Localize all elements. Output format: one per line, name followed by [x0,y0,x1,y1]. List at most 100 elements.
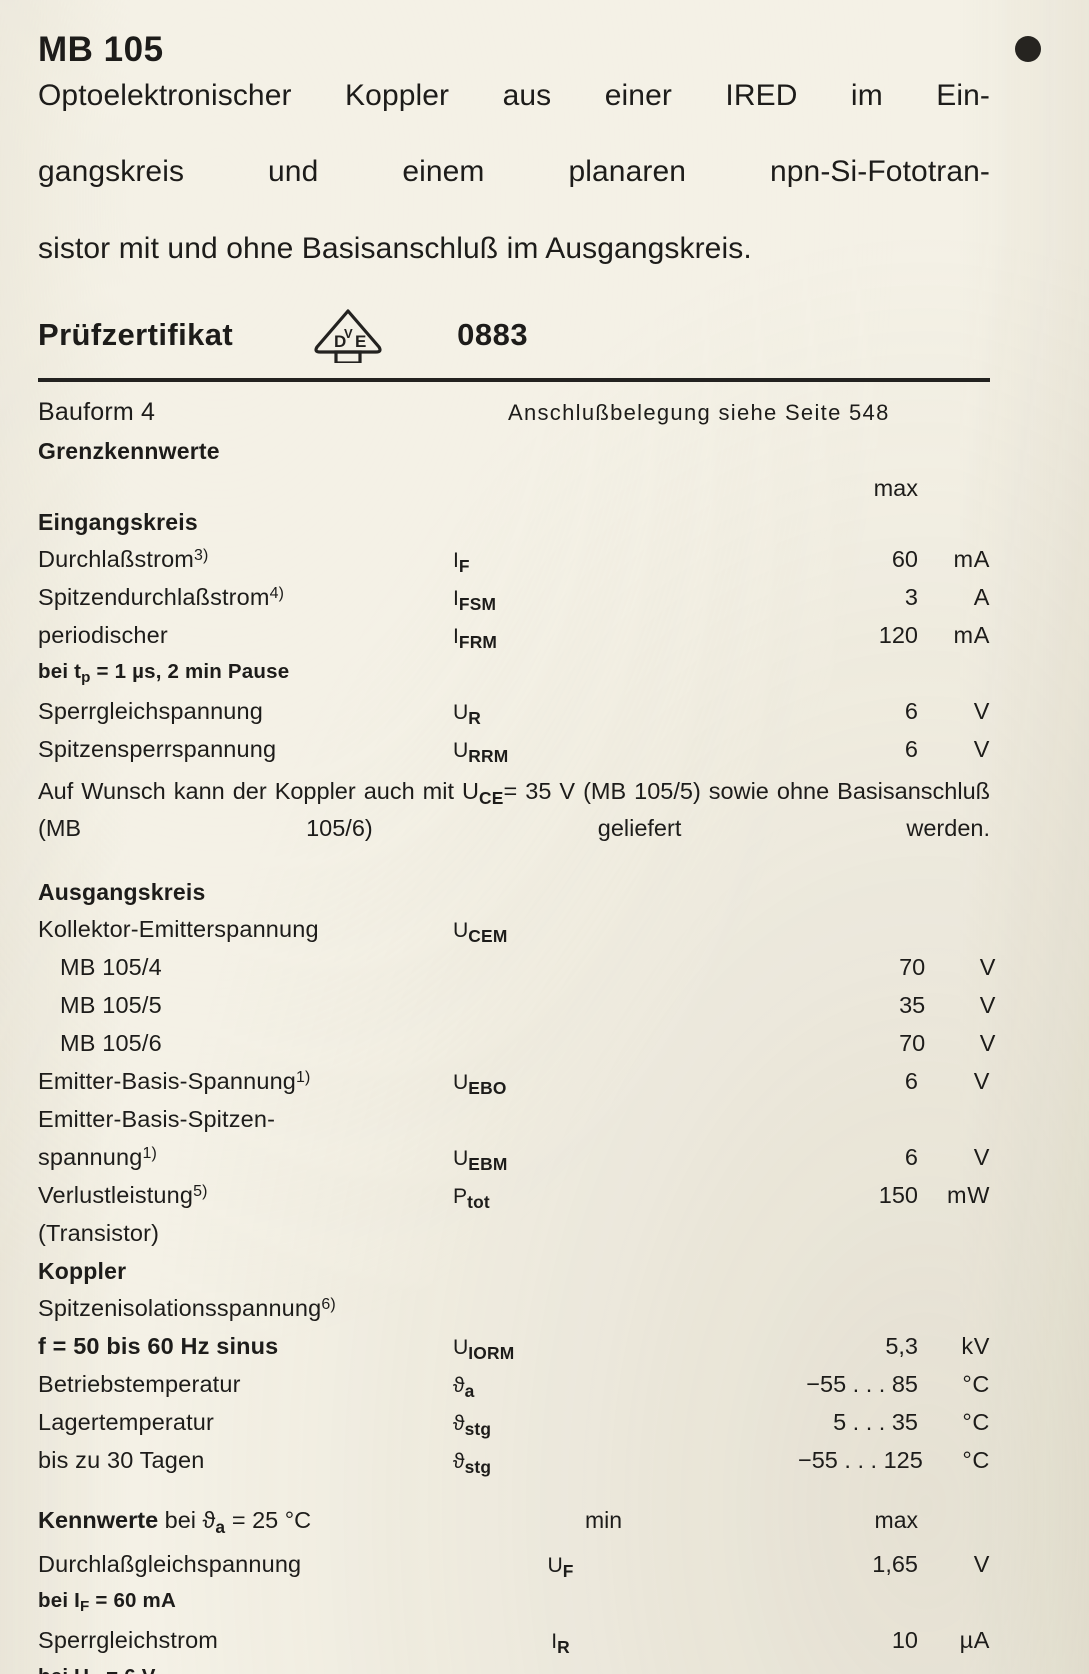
row-max-value: 1,65 [872,1550,918,1577]
row-parameter-name: Emitter-Basis-Spitzen- [38,1105,276,1132]
row-max-value: 35 [899,991,926,1018]
table-row: Durchlaßstrom3) IF 60 mA [38,546,996,584]
note-text: bei UR = 6 V [38,1665,453,1674]
table-row: MB 105/5 35 V [38,992,996,1030]
table-row: periodischer IFRM 120 mA [38,622,996,660]
pinout-note: Anschlußbelegung siehe Seite 548 [508,399,890,425]
row-unit: °C [962,1446,990,1473]
row-symbol: UEBO [453,1070,507,1098]
table-row: spannung1) UEBM 6 V [38,1144,996,1182]
row-unit: °C [962,1370,990,1397]
transistor-note-row: (Transistor) [38,1220,996,1258]
row-symbol: UCEM [453,918,508,946]
svg-text:E: E [355,332,366,351]
row-symbol: UIORM [453,1335,515,1363]
row-max-value: 120 [878,621,918,648]
row-parameter-name: Betriebstemperatur [38,1370,241,1397]
row-parameter-name: Spitzendurchlaßstrom4) [38,583,285,610]
header-divider [38,377,990,382]
row-max-value: 5,3 [885,1332,918,1359]
limits-heading: Grenzkennwerte [38,437,220,464]
characteristics-heading-bold: Kennwerte [38,1506,159,1533]
input-section-heading: Eingangskreis [38,508,198,535]
row-symbol: IF [453,548,470,576]
row-max-value: 6 [904,697,918,724]
row-parameter-name: Sperrgleichspannung [38,697,263,724]
row-symbol: ϑstg [453,1449,492,1477]
table-row: MB 105/6 70 V [38,1030,996,1068]
row-unit: V [973,735,990,762]
row-unit: mW [947,1181,990,1208]
row-symbol: IFRM [453,624,498,652]
optional-variants-note: Auf Wunsch kann der Koppler auch mit UCE… [38,777,990,841]
row-unit: V [979,953,997,980]
row-max-value: 150 [878,1181,918,1208]
table-row: Durchlaßgleichspannung UF 1,65 V [38,1551,996,1589]
characteristics-heading-rest: bei ϑa = 25 °C [164,1506,312,1537]
page-title: MB 105 [38,30,164,69]
row-unit: V [973,1067,990,1094]
description-line-1: Optoelektronischer Koppler aus einer IRE… [38,79,990,113]
row-parameter-name: Durchlaßstrom3) [38,545,209,572]
row-symbol: UR [453,700,482,728]
corner-dot-marker [1015,36,1041,62]
row-parameter-name: Spitzenisolationsspannung6) [38,1294,336,1321]
table-row: Spitzendurchlaßstrom4) IFSM 3 A [38,584,996,622]
limits-column-headers: max [38,475,996,509]
table-row: Sperrgleichspannung UR 6 V [38,698,996,736]
table-row: Lagertemperatur ϑstg 5 . . . 35 °C [38,1409,996,1447]
transistor-note: (Transistor) [38,1219,160,1246]
row-unit: V [979,1029,997,1056]
row-unit: mA [953,621,990,648]
row-symbol: URRM [453,738,509,766]
row-unit: V [979,991,997,1018]
table-row: Spitzenisolationsspannung6) [38,1295,996,1333]
table-row: Spitzensperrspannung URRM 6 V [38,736,996,774]
row-unit: V [973,1143,990,1170]
characteristics-heading-row: Kennwerte bei ϑa = 25 °C min max [38,1507,996,1551]
svg-text:D: D [334,332,346,351]
output-section-heading: Ausgangskreis [38,878,206,905]
row-unit: kV [961,1332,990,1359]
table-row: bis zu 30 Tagen ϑstg −55 . . . 125 °C [38,1447,996,1485]
row-unit: V [973,697,990,724]
max-column-header: max [873,474,918,501]
row-symbol: UF [547,1553,574,1581]
row-parameter-name: Durchlaßgleichspannung [38,1550,302,1577]
row-symbol: IFSM [453,586,497,614]
table-row: Emitter-Basis-Spannung1) UEBO 6 V [38,1068,996,1106]
output-rows-container: Kollektor-Emitterspannung UCEM MB 105/4 70 V… [38,916,996,1220]
row-parameter-name: Spitzensperrspannung [38,735,277,762]
row-symbol: IR [551,1629,570,1657]
svg-text:V: V [344,326,353,341]
bauform-label: Bauform 4 [38,397,156,426]
row-max-value: 6 [904,1143,918,1170]
description-line-2: gangskreis und einem planaren npn-Si-Fot… [38,155,990,189]
table-row: MB 105/4 70 V [38,954,996,992]
coupler-section-heading: Koppler [38,1257,127,1284]
part-description: Optoelektronischer Koppler aus einer IRE… [38,77,990,267]
row-unit: µA [959,1626,990,1653]
row-parameter-name: Sperrgleichstrom [38,1626,219,1653]
row-parameter-name: Lagertemperatur [38,1408,214,1435]
certificate-row: Prüfzertifikat D V E 0883 [38,306,996,364]
note-text: bei IF = 60 mA [38,1588,176,1616]
row-parameter-name: Emitter-Basis-Spannung1) [38,1067,311,1094]
row-max-value: −55 . . . 125 [798,1446,923,1473]
bauform-row: Bauform 4 Anschlußbelegung siehe Seite 5… [38,398,996,438]
characteristics-heading: Kennwerte bei ϑa = 25 °C [38,1507,453,1538]
row-max-value: 70 [899,1029,926,1056]
characteristics-max-column-header: max [874,1506,918,1533]
row-parameter-name: spannung1) [38,1143,157,1170]
page-content: MB 105 Optoelektronischer Koppler aus ei… [38,0,996,1674]
row-unit: V [973,1550,990,1577]
pulse-condition-note: bei tp = 1 µs, 2 min Pause [38,660,996,698]
row-parameter-name: MB 105/5 [60,991,162,1018]
row-symbol: ϑstg [453,1411,492,1439]
row-max-value: 3 [904,583,918,610]
note-text: bei tp = 1 µs, 2 min Pause [38,659,290,686]
table-row: Emitter-Basis-Spitzen- [38,1106,996,1144]
row-symbol: UEBM [453,1146,508,1174]
